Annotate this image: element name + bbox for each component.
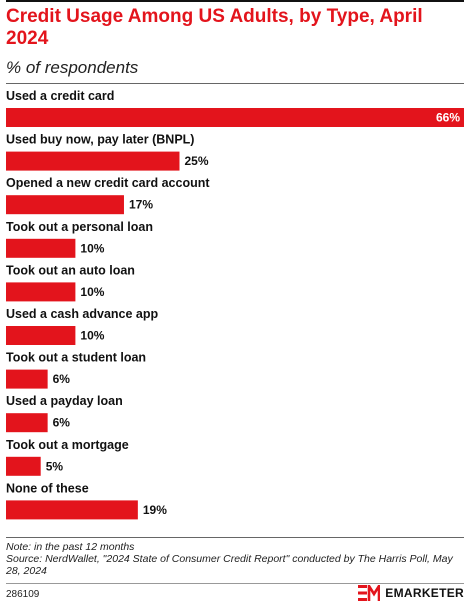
bar bbox=[6, 238, 76, 258]
value-label: 66% bbox=[436, 111, 460, 125]
chart-subtitle: % of respondents bbox=[6, 58, 139, 77]
chart-source: Source: NerdWallet, "2024 State of Consu… bbox=[6, 553, 453, 577]
category-label: Opened a new credit card account bbox=[6, 176, 210, 190]
bar-chart: Used a credit card 66% Used buy now, pay l… bbox=[6, 89, 464, 520]
category-label: Used a payday loan bbox=[6, 394, 123, 408]
bottom-rule bbox=[6, 583, 464, 584]
chart-id: 286109 bbox=[6, 589, 40, 600]
category-label: Used a cash advance app bbox=[6, 307, 159, 321]
chart-top-rule bbox=[6, 83, 464, 84]
brand-name: EMARKETER bbox=[385, 586, 464, 600]
bar bbox=[6, 369, 48, 389]
value-label: 6% bbox=[53, 416, 71, 430]
bar bbox=[6, 151, 180, 171]
category-label: None of these bbox=[6, 481, 89, 495]
bar bbox=[6, 282, 76, 302]
category-label: Took out an auto loan bbox=[6, 263, 135, 277]
brand-logo[interactable]: EMARKETER bbox=[358, 585, 464, 601]
value-label: 17% bbox=[129, 198, 153, 212]
category-label: Used a credit card bbox=[6, 89, 114, 103]
emarketer-logo-icon bbox=[358, 585, 381, 601]
category-label: Took out a student loan bbox=[6, 351, 146, 365]
bar bbox=[6, 500, 138, 520]
bar bbox=[6, 326, 76, 345]
value-label: 19% bbox=[143, 503, 167, 517]
top-rule bbox=[6, 0, 464, 2]
category-label: Took out a mortgage bbox=[6, 438, 129, 452]
category-label: Took out a personal loan bbox=[6, 220, 153, 234]
value-label: 10% bbox=[80, 329, 104, 343]
bar bbox=[6, 108, 464, 127]
chart-note: Note: in the past 12 months bbox=[6, 541, 135, 553]
value-label: 10% bbox=[80, 285, 104, 299]
bar bbox=[6, 195, 124, 215]
bar bbox=[6, 413, 48, 433]
footer-rule bbox=[6, 537, 464, 538]
value-label: 25% bbox=[184, 154, 208, 168]
value-label: 6% bbox=[53, 372, 71, 386]
bar bbox=[6, 456, 41, 476]
category-label: Used buy now, pay later (BNPL) bbox=[6, 133, 194, 147]
value-label: 5% bbox=[46, 459, 64, 473]
value-label: 10% bbox=[80, 241, 104, 255]
chart-title: Credit Usage Among US Adults, by Type, A… bbox=[6, 6, 423, 49]
